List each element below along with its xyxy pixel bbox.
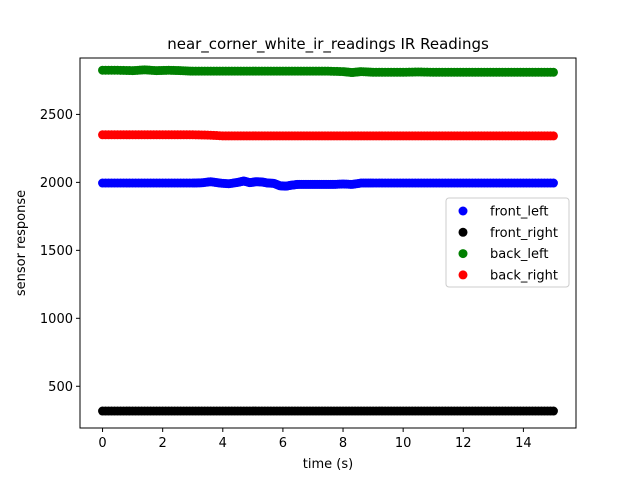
legend-label-front_left: front_left bbox=[490, 205, 548, 220]
point-back_right bbox=[548, 131, 558, 141]
x-tick-label: 12 bbox=[455, 436, 472, 451]
legend-marker-front_left bbox=[458, 206, 468, 216]
point-back_left bbox=[548, 67, 558, 77]
plot-area bbox=[98, 65, 558, 416]
x-tick-label: 10 bbox=[395, 436, 412, 451]
x-tick-label: 6 bbox=[279, 436, 287, 451]
x-tick-label: 2 bbox=[159, 436, 167, 451]
legend-marker-front_right bbox=[458, 227, 468, 237]
x-axis-label: time (s) bbox=[303, 457, 353, 472]
x-tick-label: 4 bbox=[219, 436, 227, 451]
x-tick-label: 14 bbox=[515, 436, 532, 451]
x-tick-label: 8 bbox=[339, 436, 347, 451]
point-front_left bbox=[548, 178, 558, 188]
y-tick-label: 1500 bbox=[40, 244, 73, 259]
y-tick-label: 2500 bbox=[40, 108, 73, 123]
series-front_left bbox=[98, 176, 558, 191]
legend-label-back_left: back_left bbox=[490, 247, 548, 262]
series-back_right bbox=[98, 130, 558, 141]
chart-title: near_corner_white_ir_readings IR Reading… bbox=[167, 35, 489, 54]
axes-frame bbox=[79, 57, 577, 429]
point-front_right bbox=[548, 406, 558, 416]
y-tick-label: 2000 bbox=[40, 176, 73, 191]
legend-label-back_right: back_right bbox=[490, 268, 558, 283]
legend-box bbox=[445, 197, 570, 288]
legend-marker-back_right bbox=[458, 270, 468, 280]
y-tick-label: 500 bbox=[48, 380, 73, 395]
legend-label-front_right: front_right bbox=[490, 226, 558, 241]
y-axis-label: sensor response bbox=[14, 190, 29, 296]
x-tick-label: 0 bbox=[98, 436, 106, 451]
series-back_left bbox=[98, 65, 558, 78]
legend-marker-back_left bbox=[458, 249, 468, 259]
series-front_right bbox=[98, 406, 558, 416]
axis-ticks: 0 2 4 6 8 10 12 14 500 1000 1500 2000 2500 bbox=[40, 108, 532, 451]
legend: front_left front_right back_left back_right bbox=[445, 197, 570, 288]
y-tick-label: 1000 bbox=[40, 312, 73, 327]
